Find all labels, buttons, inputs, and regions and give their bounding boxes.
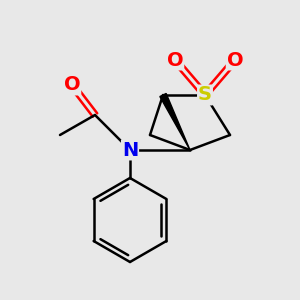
Polygon shape [160, 94, 190, 150]
Text: O: O [64, 76, 80, 94]
Text: S: S [198, 85, 212, 104]
Text: N: N [122, 140, 138, 160]
Text: O: O [167, 50, 183, 70]
Text: O: O [227, 50, 243, 70]
